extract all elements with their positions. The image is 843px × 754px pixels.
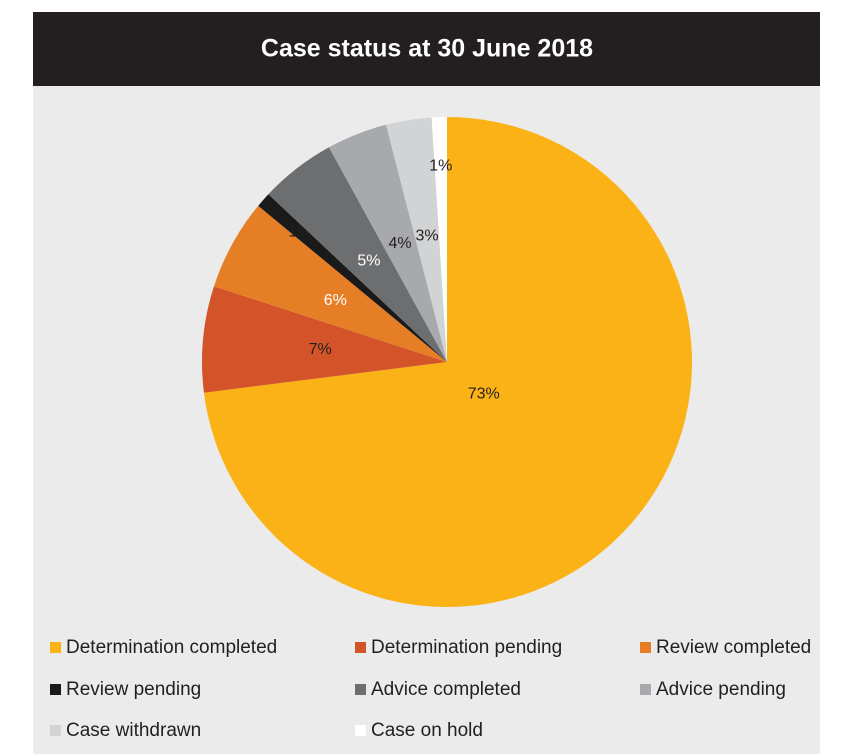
legend-label: Determination pending (371, 637, 562, 658)
legend-swatch (50, 725, 61, 736)
slice-label: 1% (429, 157, 452, 174)
title-band (33, 12, 820, 86)
legend-label: Review pending (66, 679, 201, 700)
slice-label: 73% (468, 386, 500, 403)
legend-swatch (50, 642, 61, 653)
pie-slice (201, 286, 447, 393)
slice-label: 6% (324, 292, 347, 309)
chart-title: Case status at 30 June 2018 (261, 35, 593, 63)
slice-label: 7% (309, 341, 332, 358)
slice-label: 3% (416, 227, 439, 244)
pie-slice (328, 124, 447, 362)
legend-label: Case on hold (371, 720, 483, 741)
slice-label: 4% (389, 235, 412, 252)
legend-swatch (640, 684, 651, 695)
legend-label: Advice pending (656, 679, 786, 700)
legend-swatch (50, 684, 61, 695)
pie-slice (213, 205, 447, 362)
legend-swatch (355, 684, 366, 695)
legend-label: Review completed (656, 637, 811, 658)
pie-slice (203, 117, 692, 608)
legend-swatch (355, 642, 366, 653)
pie-slice (258, 194, 447, 362)
pie-slice (268, 147, 447, 362)
pie-slice (431, 117, 447, 362)
pie-slice (386, 117, 447, 362)
legend-label: Determination completed (66, 637, 277, 658)
legend-label: Case withdrawn (66, 720, 201, 741)
legend-swatch (640, 642, 651, 653)
slice-label: 5% (357, 253, 380, 270)
legend-swatch (355, 725, 366, 736)
legend-label: Advice completed (371, 679, 521, 700)
